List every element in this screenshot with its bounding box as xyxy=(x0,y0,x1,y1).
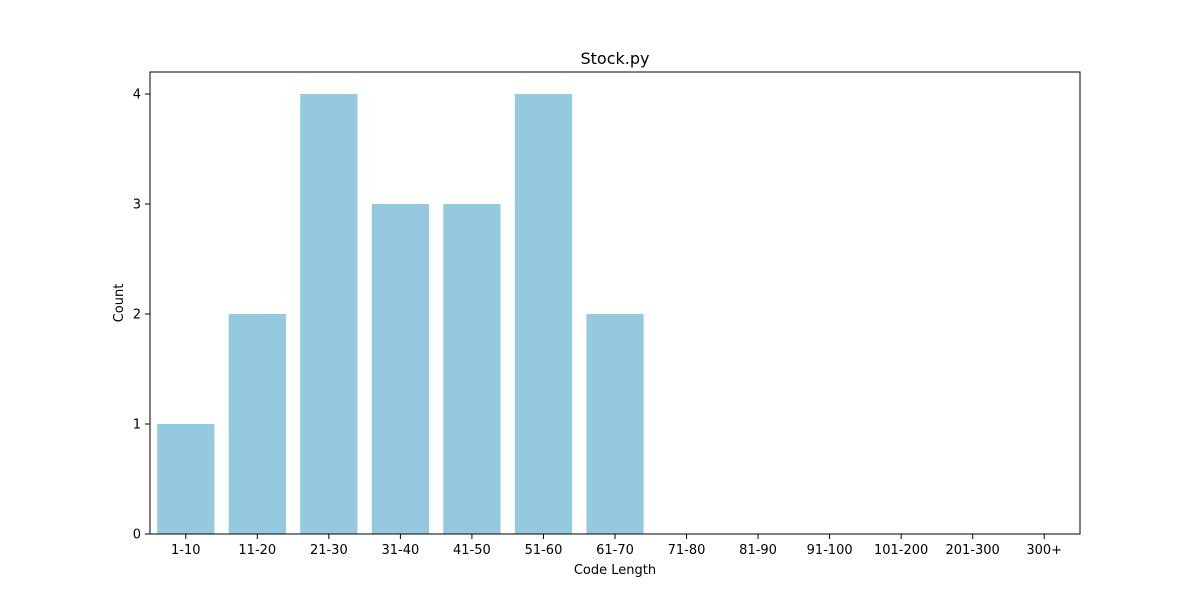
x-tick-label: 41-50 xyxy=(453,543,491,558)
chart-title: Stock.py xyxy=(581,49,650,68)
x-tick-label: 201-300 xyxy=(946,543,1000,558)
y-tick-label: 1 xyxy=(133,418,141,433)
x-tick-label: 101-200 xyxy=(874,543,928,558)
x-axis-label: Code Length xyxy=(574,563,656,578)
y-tick-label: 2 xyxy=(133,308,141,323)
x-tick-label: 81-90 xyxy=(739,543,777,558)
bar-61-70 xyxy=(586,314,644,534)
bar-21-30 xyxy=(300,94,358,534)
x-tick-label: 91-100 xyxy=(807,543,853,558)
x-tick-label: 300+ xyxy=(1026,543,1062,558)
x-tick-label: 61-70 xyxy=(596,543,634,558)
x-tick-label: 51-60 xyxy=(525,543,563,558)
x-tick-label: 31-40 xyxy=(381,543,419,558)
y-axis: 0 1 2 3 4 xyxy=(133,88,150,543)
y-tick-label: 0 xyxy=(133,528,141,543)
bar-41-50 xyxy=(443,204,501,534)
bar-1-10 xyxy=(157,424,215,534)
x-tick-label: 1-10 xyxy=(171,543,201,558)
bar-31-40 xyxy=(371,204,429,534)
bar-51-60 xyxy=(514,94,573,534)
bars-layer xyxy=(157,94,644,534)
y-tick-label: 3 xyxy=(133,198,141,213)
y-axis-label: Count xyxy=(112,284,127,323)
y-tick-label: 4 xyxy=(133,88,141,103)
x-tick-label: 11-20 xyxy=(238,543,276,558)
x-axis: 1-10 11-20 21-30 31-40 41-50 51-60 61-70 71-80 8… xyxy=(171,534,1062,558)
x-tick-label: 71-80 xyxy=(668,543,706,558)
bar-11-20 xyxy=(228,314,286,534)
x-tick-label: 21-30 xyxy=(310,543,348,558)
